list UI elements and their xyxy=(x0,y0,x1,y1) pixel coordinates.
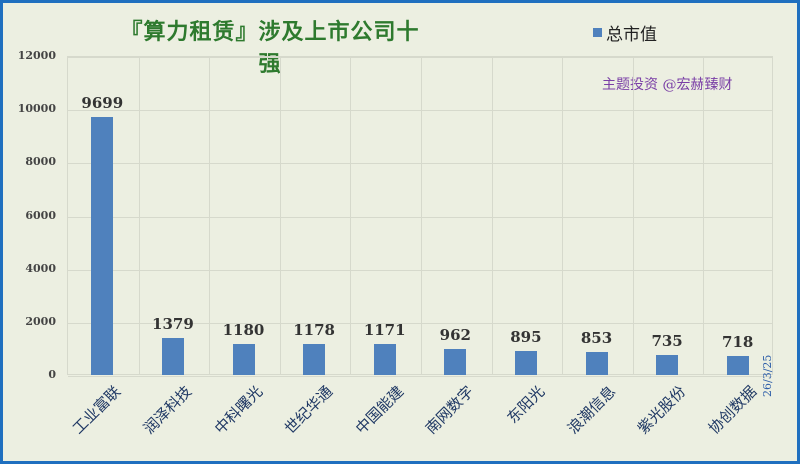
v-gridline xyxy=(491,57,493,374)
bar xyxy=(232,343,255,375)
bar-value-label: 735 xyxy=(651,332,683,351)
v-gridline xyxy=(279,57,281,374)
h-gridline xyxy=(68,269,772,271)
y-tick-label: 12000 xyxy=(17,49,56,62)
bar-value-label: 9699 xyxy=(81,94,124,113)
v-gridline xyxy=(209,57,211,374)
legend-swatch xyxy=(593,28,602,37)
h-gridline xyxy=(68,322,772,324)
bar xyxy=(726,355,749,375)
bar xyxy=(373,343,396,375)
h-gridline xyxy=(68,376,772,377)
bar-value-label: 853 xyxy=(580,329,613,348)
bar-value-label: 1171 xyxy=(363,320,406,339)
y-tick-label: 6000 xyxy=(25,208,56,222)
v-gridline xyxy=(421,57,422,374)
y-tick-label: 2000 xyxy=(25,314,56,328)
chart-title: 『算力租赁』涉及上市公司十强 xyxy=(120,19,420,77)
y-tick-label: 4000 xyxy=(25,261,56,275)
h-gridline xyxy=(68,216,772,218)
chart-frame xyxy=(3,3,797,461)
h-gridline xyxy=(68,110,772,112)
y-tick-label: 8000 xyxy=(25,155,56,169)
bar xyxy=(303,343,326,375)
bar-value-label: 1180 xyxy=(222,320,265,339)
bar-value-label: 962 xyxy=(439,326,471,345)
bar xyxy=(91,117,114,375)
v-gridline xyxy=(562,57,564,374)
bar-value-label: 1178 xyxy=(293,320,335,339)
bar xyxy=(161,338,184,375)
h-gridline xyxy=(68,163,772,165)
v-gridline xyxy=(350,57,352,374)
legend-label: 总市值 xyxy=(606,25,657,45)
bar xyxy=(444,349,467,375)
v-gridline xyxy=(703,57,705,374)
y-tick-label: 0 xyxy=(48,368,56,381)
y-tick-label: 10000 xyxy=(17,102,56,116)
bar-value-label: 1379 xyxy=(152,315,194,334)
bar-value-label: 718 xyxy=(722,332,754,351)
v-gridline xyxy=(138,57,140,374)
bar xyxy=(656,355,679,375)
legend: 总市值 xyxy=(593,20,657,45)
v-gridline xyxy=(632,57,634,374)
date-label: 26/3/25 xyxy=(761,354,774,397)
h-gridline xyxy=(68,57,772,58)
bar xyxy=(514,351,537,375)
watermark: 主题投资 @宏赫臻财 xyxy=(602,77,733,93)
bar-value-label: 895 xyxy=(510,328,542,347)
bar xyxy=(585,352,608,375)
plot-area xyxy=(67,56,773,377)
